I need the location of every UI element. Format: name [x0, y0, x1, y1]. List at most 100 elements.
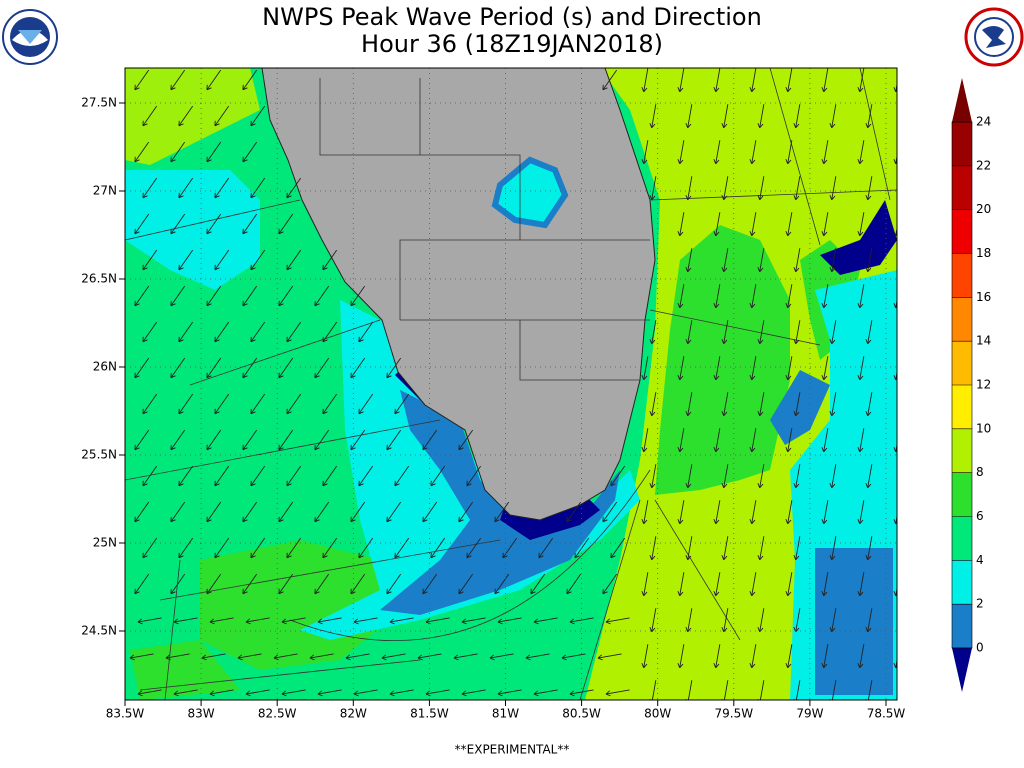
- direction-arrow: [206, 285, 222, 307]
- direction-arrow: [206, 501, 222, 523]
- direction-arrow: [749, 212, 757, 237]
- direction-arrow: [785, 68, 793, 93]
- lon-label: 80W: [644, 707, 671, 721]
- noaa-logo: [2, 9, 58, 65]
- colorbar-segment: [952, 122, 972, 166]
- lon-label: 83.5W: [106, 707, 145, 721]
- direction-arrow: [566, 573, 582, 595]
- direction-arrow: [793, 320, 801, 345]
- direction-arrow: [322, 393, 338, 415]
- direction-arrow: [857, 356, 865, 381]
- direction-arrow: [350, 573, 366, 595]
- direction-arrow: [821, 644, 829, 669]
- direction-arrow: [170, 501, 186, 523]
- direction-arrow: [494, 573, 510, 595]
- direction-arrow: [134, 573, 150, 595]
- direction-arrow: [677, 428, 685, 453]
- colorbar-label: 12: [976, 378, 991, 392]
- direction-arrow: [865, 320, 873, 345]
- direction-arrow: [785, 428, 793, 453]
- direction-arrow: [142, 465, 158, 487]
- direction-arrow: [173, 617, 198, 625]
- direction-arrow: [893, 513, 897, 525]
- direction-arrow: [134, 285, 150, 307]
- direction-arrow: [821, 500, 829, 525]
- direction-arrow: [857, 572, 865, 597]
- direction-arrow: [713, 500, 721, 525]
- colorbar-segment: [952, 428, 972, 473]
- direction-arrow: [902, 248, 908, 272]
- direction-arrow: [605, 689, 630, 697]
- direction-arrow: [569, 617, 594, 625]
- direction-arrow: [209, 617, 234, 625]
- direction-arrow: [129, 653, 154, 661]
- direction-arrow: [417, 653, 442, 661]
- direction-arrow: [641, 68, 649, 93]
- direction-arrow: [641, 356, 649, 381]
- direction-arrow: [350, 357, 366, 379]
- direction-arrow: [641, 500, 649, 525]
- direction-arrow: [214, 537, 230, 559]
- direction-arrow: [461, 689, 486, 697]
- direction-arrow: [170, 357, 186, 379]
- direction-arrow: [821, 284, 829, 309]
- footer-note: **EXPERIMENTAL**: [455, 743, 570, 757]
- direction-arrow: [178, 105, 194, 127]
- direction-arrow: [458, 501, 474, 523]
- direction-arrow: [821, 428, 829, 453]
- direction-arrow: [322, 321, 338, 343]
- direction-arrow: [829, 104, 837, 129]
- direction-arrow: [214, 465, 230, 487]
- direction-arrow: [178, 393, 194, 415]
- lat-label: 26N: [93, 360, 117, 374]
- direction-arrow: [865, 176, 873, 201]
- direction-arrow: [566, 501, 582, 523]
- direction-arrow: [386, 573, 402, 595]
- lat-label: 25.5N: [81, 448, 117, 462]
- direction-arrow: [757, 392, 765, 417]
- colorbar-segment: [952, 385, 972, 429]
- direction-arrow: [502, 537, 518, 559]
- direction-arrow: [893, 585, 897, 597]
- direction-arrow: [214, 177, 230, 199]
- direction-arrow: [793, 104, 801, 129]
- direction-arrow: [865, 104, 873, 129]
- direction-arrow: [381, 653, 406, 661]
- colorbar-label: 16: [976, 290, 991, 304]
- direction-arrow: [206, 69, 222, 91]
- direction-arrow: [821, 140, 829, 165]
- direction-arrow: [602, 69, 618, 91]
- direction-arrow: [713, 68, 721, 93]
- direction-arrow: [677, 572, 685, 597]
- direction-arrow: [314, 285, 330, 307]
- direction-arrow: [893, 657, 897, 669]
- direction-arrow: [902, 608, 908, 632]
- direction-arrow: [134, 501, 150, 523]
- colorbar-under: [952, 648, 972, 692]
- direction-arrow: [237, 653, 262, 661]
- direction-arrow: [453, 653, 478, 661]
- direction-arrow: [386, 357, 402, 379]
- direction-arrow: [602, 501, 618, 523]
- direction-arrow: [353, 689, 378, 697]
- direction-arrow: [610, 537, 626, 559]
- direction-arrow: [314, 429, 330, 451]
- colorbar-label: 14: [976, 334, 991, 348]
- direction-arrow: [358, 465, 374, 487]
- direction-arrow: [749, 140, 757, 165]
- direction-arrow: [170, 141, 186, 163]
- lat-label: 26.5N: [81, 272, 117, 286]
- lon-label: 82W: [340, 707, 367, 721]
- direction-arrow: [242, 69, 258, 91]
- direction-arrow: [358, 393, 374, 415]
- direction-arrow: [250, 465, 266, 487]
- direction-arrow: [749, 68, 757, 93]
- direction-arrow: [649, 392, 657, 417]
- direction-arrow: [865, 536, 873, 561]
- direction-arrow: [677, 500, 685, 525]
- lon-label: 78.5W: [867, 707, 906, 721]
- direction-arrow: [793, 176, 801, 201]
- direction-arrow: [685, 464, 693, 489]
- direction-arrow: [902, 464, 908, 488]
- direction-arrow: [286, 393, 302, 415]
